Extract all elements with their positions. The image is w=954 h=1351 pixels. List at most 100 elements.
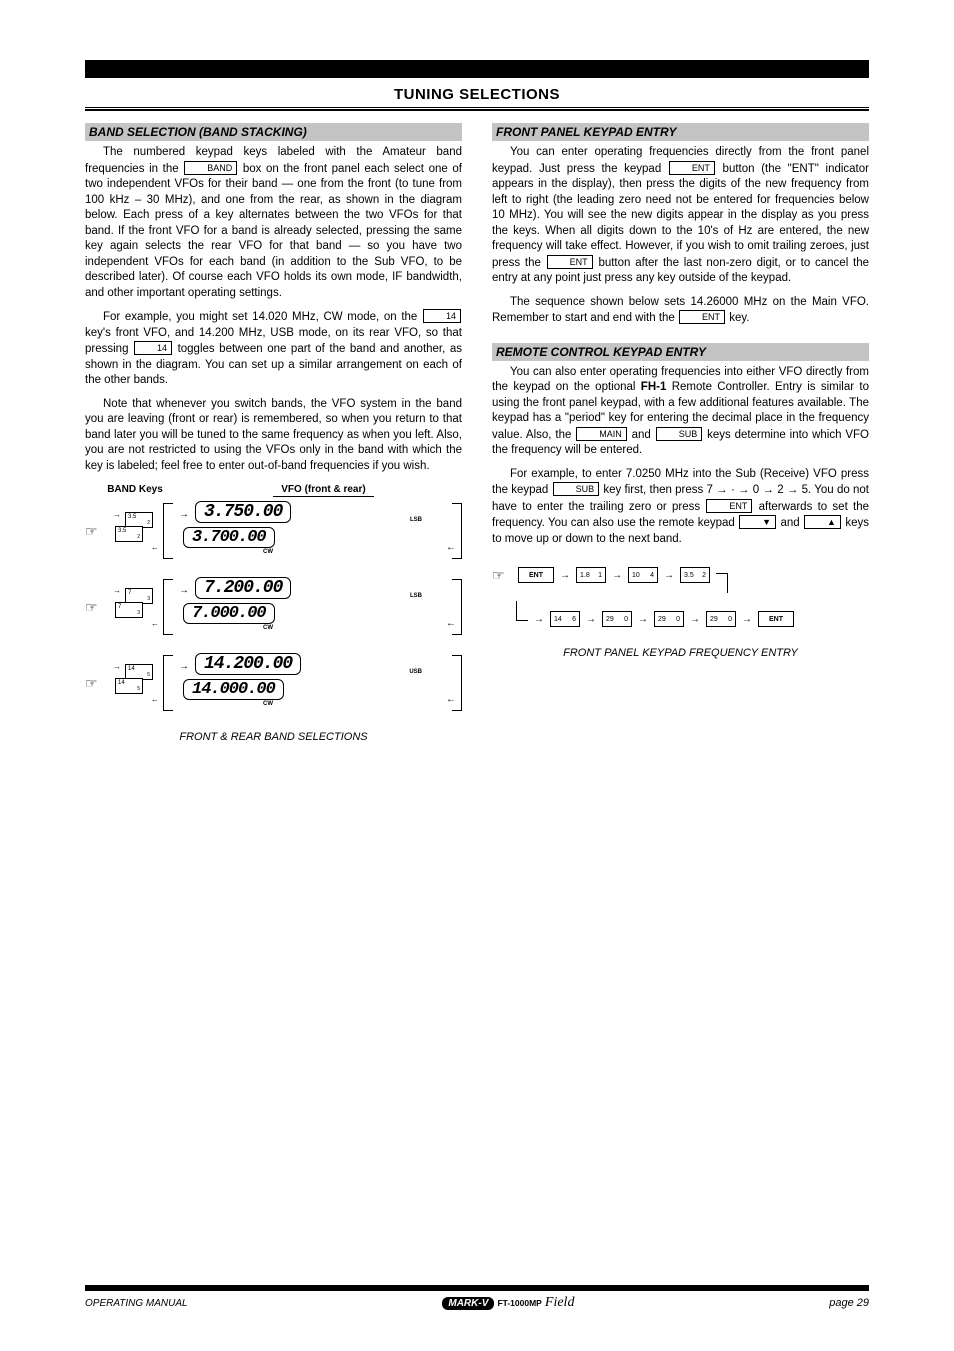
key-14: 14 [134, 341, 172, 355]
key-sub: 3 [137, 610, 140, 616]
key-sub: 0 [728, 616, 732, 623]
mode-label: CW [263, 701, 454, 707]
mode-label: CW [263, 625, 454, 631]
key-sub: 4 [650, 572, 654, 579]
lcd-figure: BAND Keys VFO (front & rear) ☞ 3.52 3.52… [85, 484, 462, 711]
key-sub: 2 [702, 572, 706, 579]
freq-value: 3.700.00 [192, 528, 266, 547]
key-label: 14 [554, 616, 562, 623]
key-label: 3.5 [684, 572, 694, 579]
column-header: VFO (front & rear) [273, 484, 373, 497]
keypad-key: 104 [628, 567, 658, 583]
mini-key: 73 [115, 602, 143, 618]
paragraph: The sequence shown below sets 14.26000 M… [492, 295, 869, 327]
key-label: 14 [118, 680, 125, 686]
lcd-display-front: 3.750.00 [195, 501, 291, 523]
key-label: 14 [128, 666, 135, 672]
arrow-icon: → [113, 662, 121, 671]
key-label: 3.5 [128, 514, 136, 520]
key-sub: 5 [137, 686, 140, 692]
freq-value: 7.000.00 [192, 604, 266, 623]
key-sub: 3 [147, 596, 150, 602]
footer-brand: MARK-V FT-1000MP Field [442, 1295, 574, 1311]
text: ENT [792, 163, 815, 175]
key-sub: 2 [147, 520, 150, 526]
text: box on the front panel each select one o… [85, 163, 462, 299]
key-label: ENT [529, 572, 543, 579]
ent-key-label: ENT [706, 499, 752, 513]
mini-key: 14 5 [115, 678, 143, 694]
arrow-icon: ← [446, 542, 456, 553]
footer-rule [85, 1285, 869, 1291]
arrow-icon: ← [151, 543, 159, 552]
freq-value: 7.200.00 [204, 578, 282, 598]
lcd-row: ☞ 73 73 → ← → 7.200.00 LSB 7.000.00 [85, 579, 462, 635]
figure-caption: FRONT PANEL KEYPAD FREQUENCY ENTRY [492, 647, 869, 659]
lcd-display-rear: 3.700.00 [183, 527, 275, 548]
keypad-key-ent: ENT [758, 611, 794, 627]
arrow-icon: → [179, 509, 189, 520]
rule [85, 109, 869, 111]
sub-key-label: SUB [656, 427, 703, 441]
page-title: TUNING SELECTIONS [85, 86, 869, 103]
key-sub: 6 [572, 616, 576, 623]
keypad-key: 14 6 [550, 611, 580, 627]
model-suffix: Field [545, 1295, 575, 1310]
page-number: page 29 [829, 1297, 869, 1309]
bracket-icon [163, 655, 173, 711]
key-label: 7 [128, 590, 131, 596]
text: key first, then press [600, 484, 706, 496]
pointing-hand-icon: ☞ [492, 567, 512, 584]
connector-line [516, 601, 528, 621]
arrow-icon: → [638, 614, 648, 625]
band-key-pair: 73 73 → ← [111, 588, 155, 626]
arrow-icon: → [560, 570, 570, 581]
lcd-display-rear: 14.000.00 [183, 679, 284, 700]
keypad-figure: ☞ ENT → 1.81 → 104 → 3.52 → 146 → 290 → [492, 557, 869, 637]
arrow-icon: → [113, 510, 121, 519]
keypad-key: 290 [706, 611, 736, 627]
keypad-key-ent: ENT [518, 567, 554, 583]
pointing-hand-icon: ☞ [85, 675, 103, 692]
brand-badge: MARK-V [442, 1297, 494, 1310]
arrow-icon: ← [151, 619, 159, 628]
main-key-label: MAIN [576, 427, 627, 441]
keypad-key: 3.52 [680, 567, 710, 583]
key-14: 14 [423, 309, 461, 323]
mode-label: LSB [410, 593, 422, 599]
mode-label: LSB [410, 517, 422, 523]
band-key-label: BAND [184, 161, 237, 175]
footer-doc-title: OPERATING MANUAL [85, 1298, 188, 1309]
ent-key-label: ENT [679, 310, 725, 324]
mini-key: 3.52 [115, 526, 143, 542]
key-sub: 1 [598, 572, 602, 579]
rule [85, 107, 869, 108]
pointing-hand-icon: ☞ [85, 599, 103, 616]
arrow-icon: → [612, 570, 622, 581]
page-footer: OPERATING MANUAL MARK-V FT-1000MP Field … [85, 1285, 869, 1311]
band-key-pair: 3.52 3.52 → ← [111, 512, 155, 550]
keypad-key: 1.81 [576, 567, 606, 583]
section-heading: BAND SELECTION (BAND STACKING) [85, 123, 462, 141]
arrow-icon: → [690, 614, 700, 625]
arrow-icon: → [586, 614, 596, 625]
freq-value: 14.000.00 [192, 680, 275, 699]
key-sub: 0 [676, 616, 680, 623]
key-label: ENT [769, 616, 783, 623]
paragraph: For example, you might set 14.020 MHz, C… [85, 309, 462, 389]
section-heading: FRONT PANEL KEYPAD ENTRY [492, 123, 869, 141]
paragraph: Note that whenever you switch bands, the… [85, 397, 462, 475]
keypad-key: 290 [654, 611, 684, 627]
section-heading: REMOTE CONTROL KEYPAD ENTRY [492, 343, 869, 361]
arrow-icon: ← [151, 695, 159, 704]
freq-value: 14.200.00 [204, 654, 292, 674]
model-name: FH-1 [641, 381, 667, 393]
arrow-icon: → [664, 570, 674, 581]
text: key. [726, 312, 749, 324]
bracket-icon [163, 579, 173, 635]
text: and [777, 517, 803, 529]
text: " indicator appears in the display), the… [492, 163, 869, 269]
paragraph: For example, to enter 7.0250 MHz into th… [492, 467, 869, 548]
key-label: 29 [606, 616, 614, 623]
lcd-display-front: 7.200.00 [195, 577, 291, 599]
